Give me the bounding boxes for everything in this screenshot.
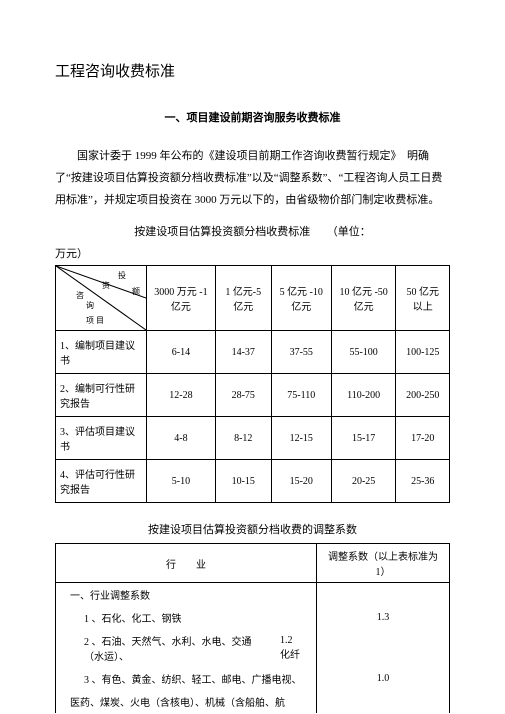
diag-label: 资 bbox=[102, 280, 110, 291]
cell: 12-15 bbox=[271, 417, 331, 460]
cell: 1.0 bbox=[317, 667, 450, 690]
cell: 5-10 bbox=[147, 460, 216, 503]
table1-caption: 按建设项目估算投资额分档收费标准 （单位： bbox=[55, 223, 450, 239]
cell: 75-110 bbox=[271, 374, 331, 417]
cell: 12-28 bbox=[147, 374, 216, 417]
cell bbox=[317, 690, 450, 713]
cell: 15-20 bbox=[271, 460, 331, 503]
cell: 37-55 bbox=[271, 331, 331, 374]
row-label: 2、编制可行性研究报告 bbox=[56, 374, 147, 417]
col-header: 10 亿元 -50 亿元 bbox=[331, 266, 396, 331]
row-label: 1 、石化、化工、钢铁 bbox=[56, 606, 317, 629]
fee-table: 投 资 额 咨 询 项 目 3000 万元 -1 亿元 1 亿元-5 亿元 5 … bbox=[55, 265, 450, 503]
table-row: 4、评估可行性研究报告 5-10 10-15 15-20 20-25 25-36 bbox=[56, 460, 450, 503]
cell: 4-8 bbox=[147, 417, 216, 460]
row-label: 一、行业调整系数 bbox=[56, 583, 317, 607]
col-header: 调整系数（以上表标准为 1） bbox=[317, 544, 450, 583]
diag-label: 额 bbox=[132, 286, 140, 297]
cell: 10-15 bbox=[215, 460, 271, 503]
table-row: 3、评估项目建议书 4-8 8-12 12-15 15-17 17-20 bbox=[56, 417, 450, 460]
cell bbox=[317, 583, 450, 607]
cell: 100-125 bbox=[396, 331, 450, 374]
cell: 15-17 bbox=[331, 417, 396, 460]
row-label: 4、评估可行性研究报告 bbox=[56, 460, 147, 503]
col-header: 3000 万元 -1 亿元 bbox=[147, 266, 216, 331]
unit-label: 万元） bbox=[55, 245, 450, 261]
cell: 17-20 bbox=[396, 417, 450, 460]
cell: 8-12 bbox=[215, 417, 271, 460]
row-label: 1、编制项目建议书 bbox=[56, 331, 147, 374]
col-header: 行 业 bbox=[56, 544, 317, 583]
col-header: 5 亿元 -10 亿元 bbox=[271, 266, 331, 331]
section-subtitle: 一、项目建设前期咨询服务收费标准 bbox=[55, 109, 450, 125]
coefficient-table: 行 业 调整系数（以上表标准为 1） 一、行业调整系数 1 、石化、化工、钢铁 … bbox=[55, 543, 450, 713]
cell: 1.2化纤 bbox=[274, 629, 317, 667]
diag-label: 投 bbox=[118, 270, 126, 281]
row-label: 3 、有色、黄金、纺织、轻工、邮电、广播电视、 bbox=[56, 667, 317, 690]
row-label: 医药、煤炭、火电（含核电）、机械（含船舶、航 bbox=[56, 690, 317, 713]
table-row: 2、编制可行性研究报告 12-28 28-75 75-110 110-200 2… bbox=[56, 374, 450, 417]
page-title: 工程咨询收费标准 bbox=[55, 60, 450, 81]
cell: 28-75 bbox=[215, 374, 271, 417]
col-header: 50 亿元 以上 bbox=[396, 266, 450, 331]
cell: 6-14 bbox=[147, 331, 216, 374]
col-header: 1 亿元-5 亿元 bbox=[215, 266, 271, 331]
cell: 200-250 bbox=[396, 374, 450, 417]
cell: 20-25 bbox=[331, 460, 396, 503]
cell: 25-36 bbox=[396, 460, 450, 503]
cell: 1.3 bbox=[317, 606, 450, 629]
document-page: 工程咨询收费标准 一、项目建设前期咨询服务收费标准 国家计委于 1999 年公布… bbox=[0, 0, 505, 714]
table2-caption: 按建设项目估算投资额分档收费的调整系数 bbox=[55, 521, 450, 537]
diag-label: 询 bbox=[86, 300, 94, 311]
diag-label: 咨 bbox=[76, 290, 84, 301]
row-label: 2 、石油、天然气、水利、水电、交通（水运）、 bbox=[56, 629, 275, 667]
table-row: 1、编制项目建议书 6-14 14-37 37-55 55-100 100-12… bbox=[56, 331, 450, 374]
cell: 14-37 bbox=[215, 331, 271, 374]
cell: 110-200 bbox=[331, 374, 396, 417]
intro-paragraph: 国家计委于 1999 年公布的《建设项目前期工作咨询收费暂行规定》 明确了“按建… bbox=[55, 145, 450, 211]
cell bbox=[317, 629, 450, 667]
diag-label: 项 bbox=[86, 315, 94, 326]
cell: 55-100 bbox=[331, 331, 396, 374]
row-label: 3、评估项目建议书 bbox=[56, 417, 147, 460]
diag-label: 目 bbox=[96, 315, 104, 326]
diagonal-header-cell: 投 资 额 咨 询 项 目 bbox=[56, 266, 147, 331]
